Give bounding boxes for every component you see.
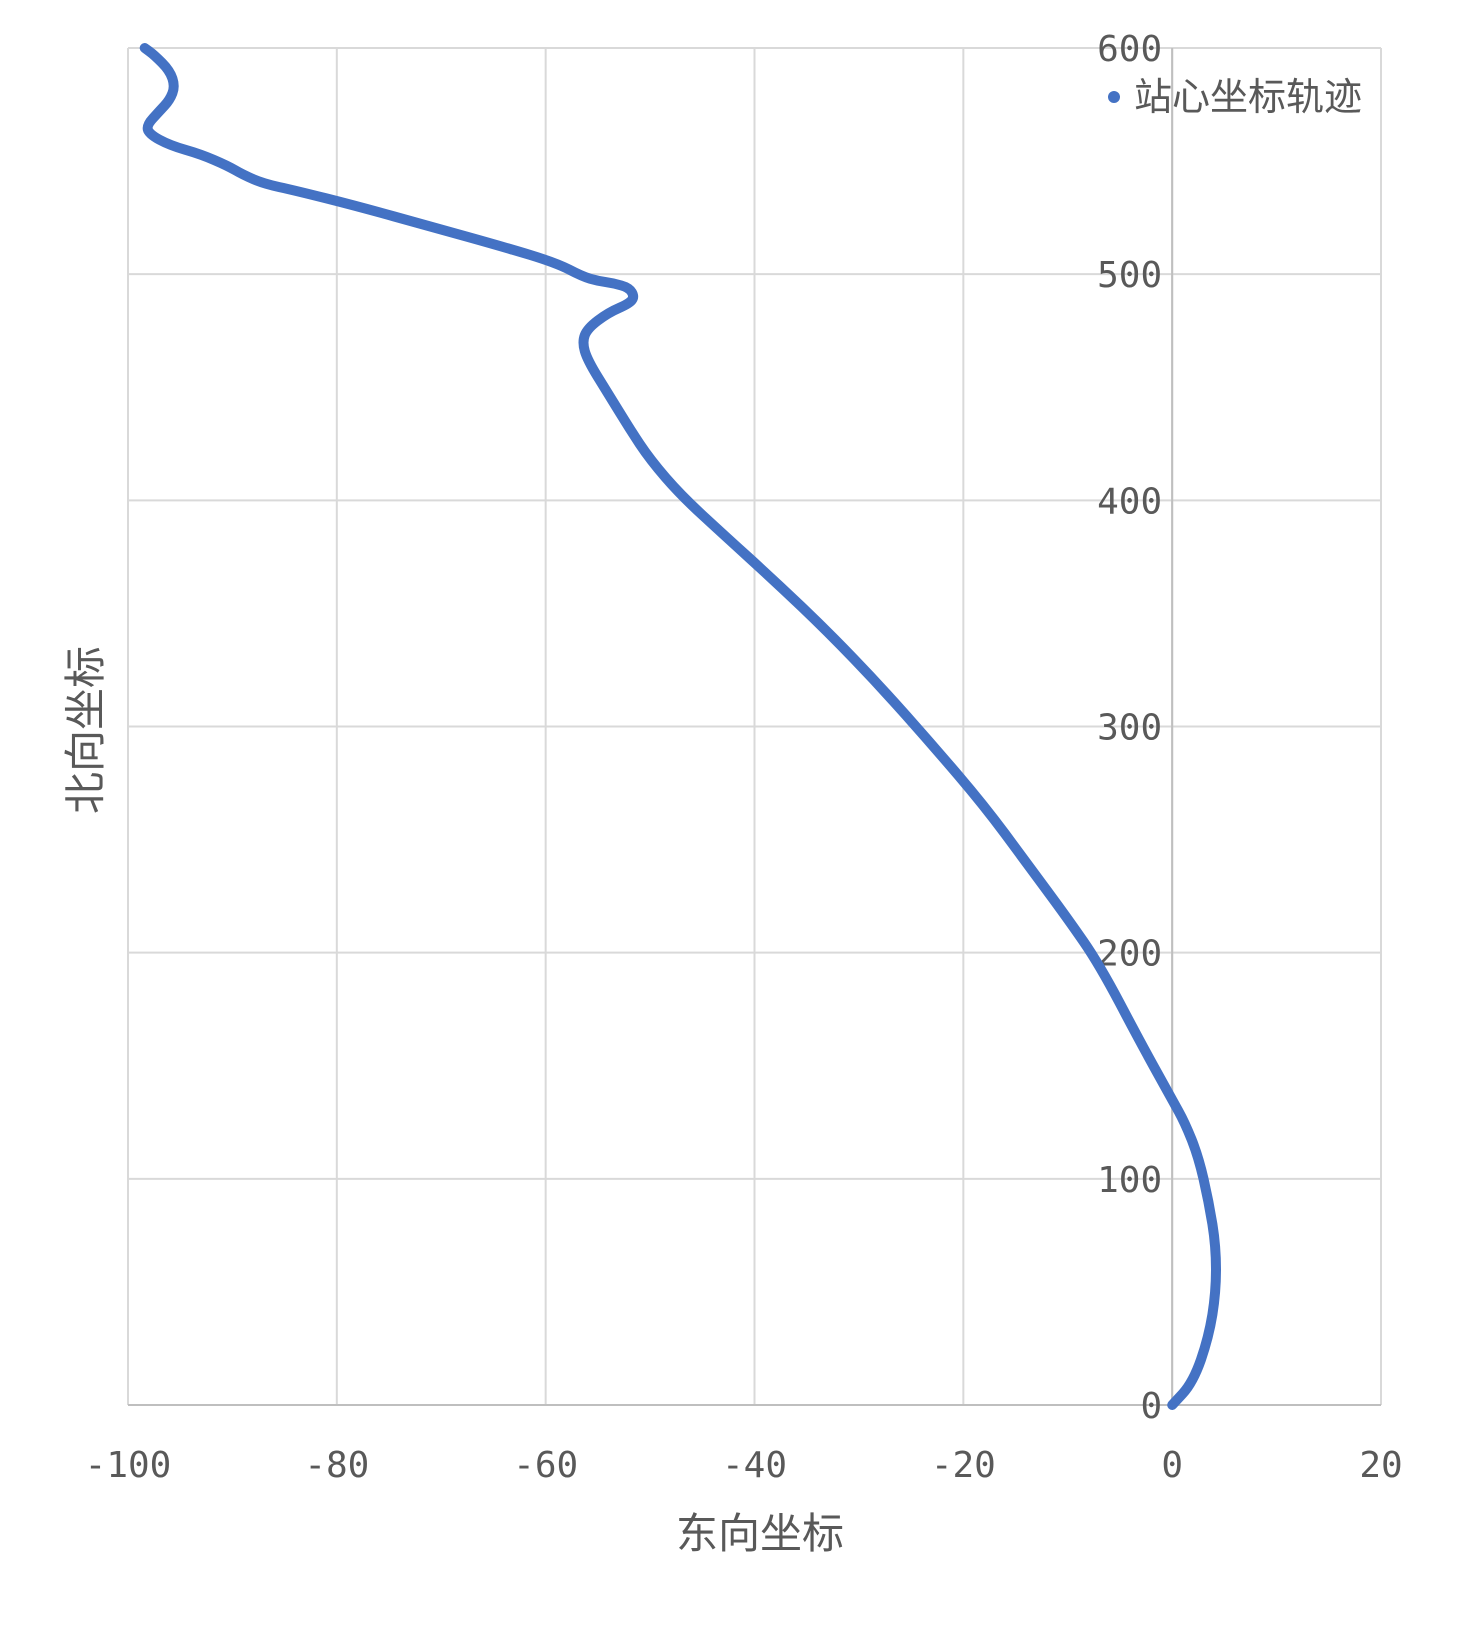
legend-marker-icon <box>1108 91 1120 103</box>
x-tick-label: -20 <box>931 1445 996 1486</box>
series-trajectory-line <box>139 43 1221 1410</box>
y-tick-label: 300 <box>1097 708 1162 749</box>
x-tick-label: -60 <box>513 1445 578 1486</box>
legend: 站心坐标轨迹 <box>1108 75 1362 119</box>
x-tick-label: 0 <box>1161 1445 1183 1486</box>
y-tick-label: 100 <box>1097 1160 1162 1201</box>
y-axis-title: 北向坐标 <box>61 646 110 814</box>
y-tick-label: 200 <box>1097 934 1162 975</box>
x-tick-label: 20 <box>1359 1445 1402 1486</box>
y-tick-label: 0 <box>1140 1386 1162 1427</box>
y-tick-label: 400 <box>1097 481 1162 522</box>
legend-label: 站心坐标轨迹 <box>1134 75 1362 119</box>
y-tick-label: 600 <box>1097 29 1162 70</box>
x-tick-label: -40 <box>722 1445 787 1486</box>
chart-gridlines <box>127 47 1382 1406</box>
x-axis-title: 东向坐标 <box>676 1509 844 1558</box>
x-tick-label: -80 <box>304 1445 369 1486</box>
x-tick-label: -100 <box>85 1445 172 1486</box>
y-tick-label: 500 <box>1097 255 1162 296</box>
